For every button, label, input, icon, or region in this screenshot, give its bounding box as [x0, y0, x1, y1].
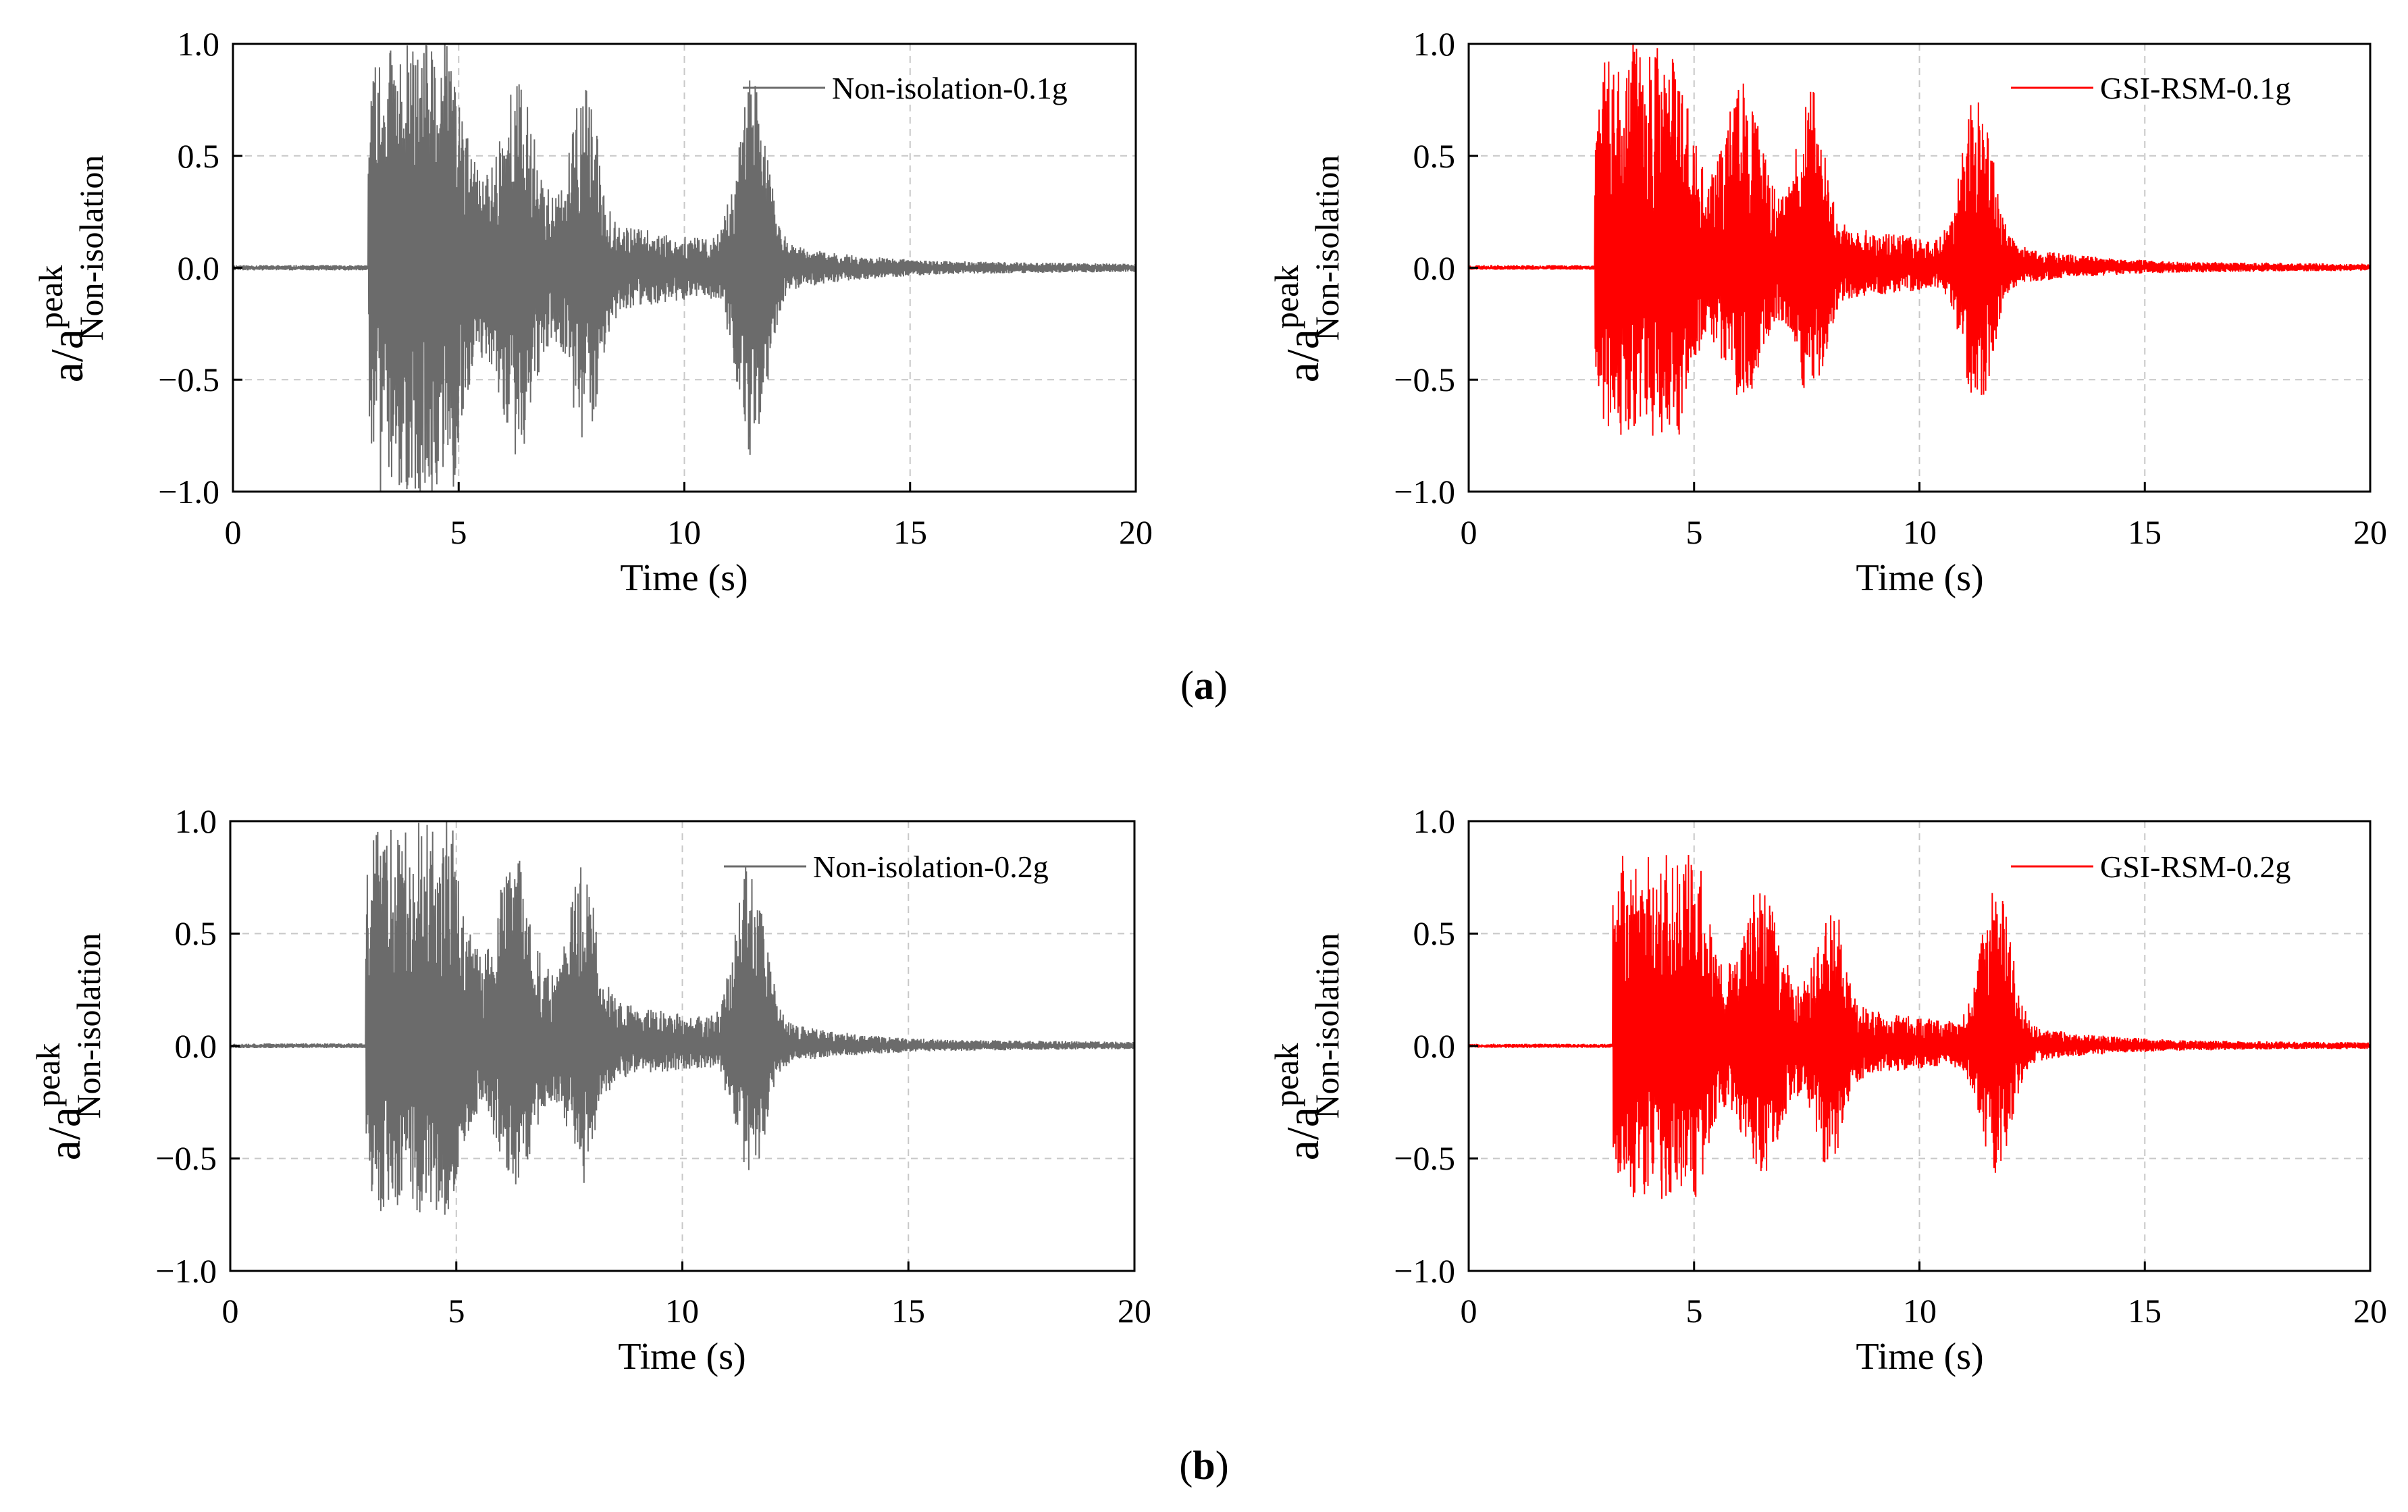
x-tick-label: 5 [1686, 1292, 1703, 1330]
x-tick-labels: 0 5 10 15 20 [1461, 513, 2388, 551]
y-axis-label: a/apeakNon-isolation [1267, 933, 1346, 1161]
x-tick-label: 10 [665, 1292, 699, 1330]
x-tick-labels: 0 5 10 15 20 [222, 1292, 1152, 1330]
acceleration-trace [232, 43, 1136, 492]
x-tick-label: 0 [1461, 1292, 1477, 1330]
x-tick-label: 15 [891, 1292, 925, 1330]
x-tick-label: 0 [225, 513, 242, 551]
y-tick-label: 0.0 [178, 249, 220, 287]
panel-gsi-rsm-0-1g: 1.0 0.5 0.0 −0.5 −1.0 0 5 10 15 20 Time … [1267, 25, 2387, 599]
acceleration-trace [230, 820, 1135, 1215]
y-tick-label: −0.5 [1394, 1139, 1455, 1177]
x-tick-label: 15 [893, 513, 927, 551]
y-tick-labels: 1.0 0.5 0.0 −0.5 −1.0 [155, 802, 217, 1290]
x-tick-label: 15 [2128, 1292, 2162, 1330]
y-tick-label: 0.5 [1413, 137, 1456, 175]
x-tick-label: 0 [1461, 513, 1477, 551]
y-tick-label: 0.0 [1413, 1027, 1456, 1065]
panel-gsi-rsm-0-2g: 1.0 0.5 0.0 −0.5 −1.0 0 5 10 15 20 Time … [1267, 802, 2387, 1378]
y-axis-label: a/apeakNon-isolation [29, 933, 107, 1161]
legend-label: Non-isolation-0.2g [813, 850, 1049, 884]
y-tick-label: 0.5 [1413, 914, 1456, 952]
y-tick-label: 1.0 [175, 802, 217, 840]
x-tick-label: 10 [1903, 513, 1937, 551]
legend: Non-isolation-0.2g [724, 850, 1049, 884]
x-axis-label: Time (s) [1856, 1336, 1983, 1378]
x-tick-label: 20 [2353, 1292, 2387, 1330]
legend-label: Non-isolation-0.1g [832, 71, 1068, 105]
signal-line [232, 43, 1136, 492]
y-tick-label: 0.0 [175, 1027, 217, 1065]
y-tick-label: −1.0 [158, 473, 219, 511]
x-axis-label: Time (s) [618, 1336, 745, 1378]
x-tick-label: 0 [222, 1292, 239, 1330]
y-tick-labels: 1.0 0.5 0.0 −0.5 −1.0 [1394, 25, 1455, 511]
y-tick-label: −1.0 [155, 1252, 217, 1290]
y-tick-label: 0.5 [178, 137, 220, 175]
x-tick-label: 5 [1686, 513, 1703, 551]
legend: GSI-RSM-0.1g [2011, 71, 2291, 105]
legend-label: GSI-RSM-0.2g [2100, 850, 2291, 884]
y-tick-label: −0.5 [158, 361, 219, 398]
signal-line [1468, 43, 2371, 436]
acceleration-trace [1468, 43, 2371, 436]
acceleration-trace [1468, 854, 2371, 1199]
y-tick-labels: 1.0 0.5 0.0 −0.5 −1.0 [1394, 802, 1455, 1290]
axis-ticks [1467, 820, 2372, 1272]
y-tick-label: −1.0 [1394, 473, 1455, 511]
y-tick-label: −0.5 [1394, 361, 1455, 398]
signal-line [230, 820, 1135, 1215]
axis-ticks [1467, 43, 2372, 493]
x-tick-labels: 0 5 10 15 20 [225, 513, 1153, 551]
y-tick-label: −0.5 [155, 1139, 217, 1177]
caption-a: (a) [1180, 663, 1228, 708]
x-tick-label: 20 [1118, 1292, 1151, 1330]
panel-non-isolation-0-1g: 1.0 0.5 0.0 −0.5 −1.0 0 5 10 15 20 Time … [32, 25, 1153, 599]
panel-non-isolation-0-2g: 1.0 0.5 0.0 −0.5 −1.0 0 5 10 15 20 Time … [29, 802, 1151, 1378]
x-tick-label: 10 [1903, 1292, 1937, 1330]
y-tick-labels: 1.0 0.5 0.0 −0.5 −1.0 [158, 25, 219, 511]
x-tick-labels: 0 5 10 15 20 [1461, 1292, 2388, 1330]
y-tick-label: −1.0 [1394, 1252, 1455, 1290]
axis-ticks [232, 43, 1137, 493]
legend: GSI-RSM-0.2g [2011, 850, 2291, 884]
legend: Non-isolation-0.1g [743, 71, 1068, 105]
x-axis-label: Time (s) [620, 557, 748, 599]
x-tick-label: 20 [2353, 513, 2387, 551]
x-tick-label: 20 [1119, 513, 1153, 551]
y-tick-label: 1.0 [178, 25, 220, 63]
y-axis-label: a/apeakNon-isolation [1267, 155, 1346, 383]
y-tick-label: 0.5 [175, 914, 217, 952]
y-tick-label: 1.0 [1413, 802, 1456, 840]
axis-ticks [229, 820, 1136, 1272]
x-tick-label: 5 [450, 513, 467, 551]
y-axis-label: a/apeakNon-isolation [32, 155, 110, 383]
y-tick-label: 0.0 [1413, 249, 1456, 287]
x-tick-label: 15 [2128, 513, 2162, 551]
x-tick-label: 5 [448, 1292, 465, 1330]
signal-line [1468, 854, 2371, 1199]
x-axis-label: Time (s) [1856, 557, 1983, 599]
caption-b: (b) [1179, 1443, 1228, 1488]
legend-label: GSI-RSM-0.1g [2100, 71, 2291, 105]
x-tick-label: 10 [667, 513, 701, 551]
y-tick-label: 1.0 [1413, 25, 1456, 63]
